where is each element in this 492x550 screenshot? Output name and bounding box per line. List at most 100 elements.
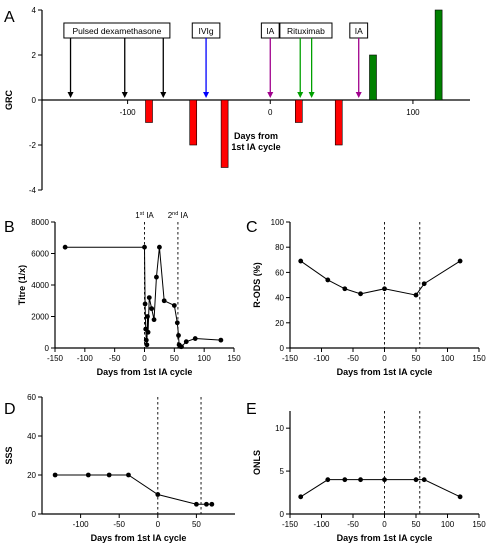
x-tick-label: -50 xyxy=(109,354,121,363)
series-line xyxy=(55,474,212,505)
x-axis-title: Days from 1st IA cycle xyxy=(337,533,433,543)
data-point xyxy=(298,258,304,264)
panel-letter-c: C xyxy=(246,219,258,236)
y-axis-title: GRC xyxy=(4,90,14,111)
data-point xyxy=(62,244,68,250)
series-line xyxy=(300,479,461,498)
event-label: Pulsed dexamethasone xyxy=(72,26,161,36)
data-point xyxy=(171,303,177,308)
y-tick-label: 8000 xyxy=(31,218,49,227)
event-label: IVIg xyxy=(199,26,214,36)
y-tick-label: 0 xyxy=(280,344,285,353)
series-line xyxy=(300,260,461,296)
data-point xyxy=(149,306,155,312)
data-point xyxy=(145,329,151,335)
data-point xyxy=(358,477,363,483)
y-tick-label: 100 xyxy=(271,218,285,227)
bar xyxy=(189,99,198,146)
y-tick-label: -4 xyxy=(29,186,37,195)
data-point xyxy=(421,281,427,287)
data-point xyxy=(209,501,215,507)
data-point xyxy=(194,501,199,507)
x-tick-label: -100 xyxy=(313,354,330,363)
x-tick-label: 0 xyxy=(382,520,387,529)
x-tick-label: 50 xyxy=(192,520,201,529)
x-tick-label: -50 xyxy=(347,520,359,529)
data-point xyxy=(457,258,463,264)
data-point xyxy=(179,344,184,350)
y-tick-label: 4 xyxy=(32,6,37,15)
data-point xyxy=(218,337,224,343)
x-tick-label: -100 xyxy=(120,108,137,117)
panel-d: D 0 20 40 60 -100 -50 0 50 SSS Days from 1st IA cy… xyxy=(4,393,235,543)
event-arrow-head xyxy=(355,92,362,98)
event-arrow-head xyxy=(267,92,274,98)
y-tick-label: 20 xyxy=(275,319,284,328)
y-tick-label: -2 xyxy=(29,141,37,150)
x-axis-title: Days from 1st IA cycle xyxy=(231,131,280,152)
data-point xyxy=(142,244,147,250)
x-tick-label: 50 xyxy=(412,354,421,363)
reference-label: 2nd IA xyxy=(168,211,189,220)
panel-b: B 0 2000 4000 6000 8000 -150 -100 -50 0 50 100 150 Ti… xyxy=(4,211,241,377)
x-axis-title: Days from 1st IA cycle xyxy=(91,533,187,543)
event-arrow-head xyxy=(160,92,167,98)
x-tick-label: -100 xyxy=(73,520,90,529)
data-point xyxy=(157,244,162,250)
data-point xyxy=(457,494,463,500)
bar xyxy=(145,99,153,123)
event-arrow-head xyxy=(297,92,304,98)
data-point xyxy=(174,320,180,326)
y-tick-label: 60 xyxy=(275,268,284,277)
y-tick-label: 20 xyxy=(27,471,36,480)
data-point xyxy=(421,477,427,483)
data-point xyxy=(144,342,150,348)
panel-letter-d: D xyxy=(4,401,16,418)
y-tick-label: 0 xyxy=(32,96,37,105)
x-tick-label: -100 xyxy=(77,354,94,363)
series-line xyxy=(65,246,221,348)
bar xyxy=(294,99,303,123)
x-tick-label: 100 xyxy=(441,354,455,363)
data-point xyxy=(192,336,198,341)
data-point xyxy=(342,477,348,483)
y-tick-label: 60 xyxy=(27,393,36,402)
data-point xyxy=(155,492,161,497)
data-point xyxy=(176,333,181,338)
event-arrow-head xyxy=(121,92,128,98)
y-tick-label: 40 xyxy=(27,432,36,441)
data-point xyxy=(142,301,148,307)
x-tick-label: 0 xyxy=(142,354,147,363)
x-tick-label: 150 xyxy=(472,354,486,363)
panel-letter-a: A xyxy=(4,9,15,26)
panel-letter-e: E xyxy=(246,401,257,418)
event-arrow-head xyxy=(203,92,210,98)
data-point xyxy=(151,317,157,323)
x-tick-label: 150 xyxy=(227,354,241,363)
x-axis-title: Days from 1st IA cycle xyxy=(97,367,193,377)
y-axis-title: SSS xyxy=(4,446,14,464)
panel-letter-b: B xyxy=(4,219,15,236)
x-tick-label: -50 xyxy=(347,354,359,363)
data-point xyxy=(154,274,159,280)
x-axis-title: Days from 1st IA cycle xyxy=(337,367,433,377)
event-label: Rituximab xyxy=(287,26,325,36)
data-point xyxy=(106,472,112,478)
x-tick-label: 0 xyxy=(156,520,161,529)
y-axis-title: Titre (1/x) xyxy=(17,265,27,305)
data-point xyxy=(298,494,304,500)
y-tick-label: 5 xyxy=(280,467,285,476)
x-tick-label: 100 xyxy=(441,520,455,529)
data-point xyxy=(161,298,167,304)
y-tick-label: 0 xyxy=(280,510,285,519)
data-point xyxy=(145,314,150,319)
reference-label: 1st IA xyxy=(135,211,154,220)
data-point xyxy=(183,339,189,345)
data-point xyxy=(342,286,348,292)
event-label-box xyxy=(279,22,333,39)
y-tick-label: 0 xyxy=(45,344,50,353)
x-tick-label: 0 xyxy=(268,108,273,117)
x-tick-label: 50 xyxy=(170,354,179,363)
data-point xyxy=(52,472,58,478)
x-tick-label: -150 xyxy=(282,520,299,529)
